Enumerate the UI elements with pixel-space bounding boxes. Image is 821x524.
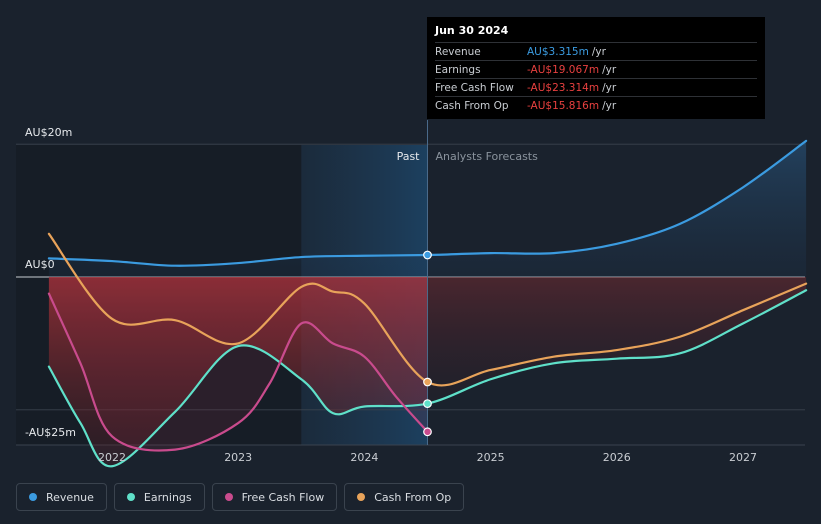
legend-label: Earnings [143, 490, 192, 504]
x-tick-label: 2025 [477, 451, 505, 464]
y-tick-label: AU$0 [25, 258, 55, 271]
forecast-label: Analysts Forecasts [436, 150, 539, 163]
tooltip-label: Revenue [435, 45, 481, 58]
tooltip: Jun 30 2024 Revenue AU$3.315m /yr Earnin… [427, 17, 765, 119]
legend: Revenue Earnings Free Cash Flow Cash Fro… [16, 483, 465, 511]
marker-cash-from-op [423, 377, 432, 387]
legend-item-cash-from-op[interactable]: Cash From Op [344, 483, 465, 511]
x-tick-label: 2024 [350, 451, 378, 464]
legend-item-earnings[interactable]: Earnings [113, 483, 205, 511]
series-line-free-cash-flow [47, 292, 429, 452]
tooltip-unit: /yr [591, 45, 606, 58]
x-tick-label: 2023 [224, 451, 252, 464]
tooltip-unit: /yr [602, 81, 617, 94]
tooltip-row-revenue: Revenue AU$3.315m /yr [435, 42, 757, 60]
tooltip-row-earnings: Earnings -AU$19.067m /yr [435, 60, 757, 78]
tooltip-unit: /yr [602, 63, 617, 76]
legend-item-free-cash-flow[interactable]: Free Cash Flow [211, 483, 338, 511]
legend-label: Cash From Op [374, 490, 452, 504]
tooltip-row-free-cash-flow: Free Cash Flow -AU$23.314m /yr [435, 78, 757, 96]
past-label: Past [397, 150, 421, 163]
x-tick-label: 2026 [603, 451, 631, 464]
tooltip-unit: /yr [602, 99, 617, 112]
legend-dot-icon [357, 493, 366, 501]
tooltip-label: Cash From Op [435, 99, 509, 112]
tooltip-label: Free Cash Flow [435, 81, 514, 94]
tooltip-row-cash-from-op: Cash From Op -AU$15.816m /yr [435, 96, 757, 114]
y-tick-label: AU$20m [25, 126, 72, 139]
free-cash-flow-area [48, 277, 428, 451]
x-tick-label: 2027 [729, 451, 757, 464]
x-tick-label: 2022 [98, 451, 126, 464]
legend-label: Revenue [46, 490, 94, 504]
tooltip-value: -AU$15.816m [527, 99, 600, 112]
legend-dot-icon [224, 493, 233, 501]
tooltip-value: -AU$23.314m [527, 81, 600, 94]
legend-label: Free Cash Flow [241, 490, 325, 504]
legend-dot-icon [29, 493, 37, 501]
marker-free-cash-flow [423, 427, 432, 437]
tooltip-value: AU$3.315m [527, 45, 589, 58]
marker-revenue [423, 250, 432, 260]
marker-earnings [423, 399, 432, 409]
earnings-forecast-area [427, 277, 807, 404]
y-tick-label: -AU$25m [25, 426, 76, 439]
tooltip-label: Earnings [435, 63, 481, 76]
tooltip-value: -AU$19.067m [527, 63, 600, 76]
legend-item-revenue[interactable]: Revenue [16, 483, 107, 511]
revenue-area [48, 140, 807, 277]
tooltip-date: Jun 30 2024 [435, 24, 509, 37]
legend-dot-icon [126, 493, 135, 501]
series-line-earnings [47, 289, 808, 468]
series-line-cash-from-op [47, 232, 808, 387]
